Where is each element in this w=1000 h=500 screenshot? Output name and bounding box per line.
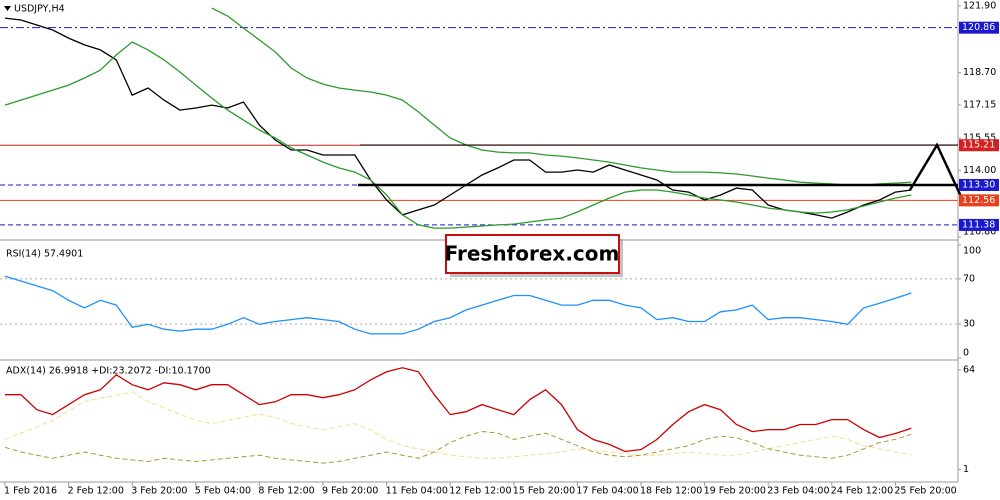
x-tick-label: 8 Feb 12:00 xyxy=(258,486,314,497)
x-tick-label: 3 Feb 20:00 xyxy=(131,486,187,497)
x-tick-label: 18 Feb 12:00 xyxy=(640,486,702,497)
level-label: 111.38 xyxy=(962,219,995,230)
series-line xyxy=(4,275,912,335)
level-label: 120.86 xyxy=(962,22,995,33)
level-label-box xyxy=(959,139,999,152)
watermark-frame xyxy=(445,234,620,274)
series-line xyxy=(5,367,912,453)
series-line xyxy=(4,17,912,219)
x-tick-label: 24 Feb 12:00 xyxy=(831,486,893,497)
pane-title: USDJPY,H4 xyxy=(14,4,65,15)
x-tick-label: 23 Feb 04:00 xyxy=(767,486,829,497)
level-label: 112.56 xyxy=(962,195,995,206)
x-tick-label: 12 Feb 12:00 xyxy=(449,486,511,497)
y-tick-label: 1 xyxy=(963,464,969,475)
y-tick-label: 115.55 xyxy=(963,133,996,144)
pane-title: ADX(14) 26.9918 +DI:23.2072 -DI:10.1700 xyxy=(6,366,211,377)
x-tick-label: 25 Feb 20:00 xyxy=(894,486,956,497)
level-label-box xyxy=(959,194,999,207)
y-tick-label: 121.90 xyxy=(963,1,996,12)
x-tick-label: 2 Feb 12:00 xyxy=(68,486,124,497)
watermark-box: Freshforex.com xyxy=(445,234,623,277)
y-tick-label: 100 xyxy=(963,246,981,257)
pane-title: RSI(14) 57.4901 xyxy=(6,249,83,260)
x-tick-label: 17 Feb 04:00 xyxy=(576,486,638,497)
level-label: 115.21 xyxy=(962,140,995,151)
y-tick-label: 64 xyxy=(963,364,975,375)
x-tick-label: 15 Feb 20:00 xyxy=(513,486,575,497)
y-tick-label: 0 xyxy=(963,348,969,359)
y-tick-label: 117.15 xyxy=(963,99,996,110)
x-tick-label: 19 Feb 20:00 xyxy=(704,486,766,497)
x-tick-label: 9 Feb 20:00 xyxy=(322,486,378,497)
y-tick-label: 70 xyxy=(963,273,975,284)
level-label-box xyxy=(959,218,999,231)
x-tick-label: 1 Feb 2016 xyxy=(4,486,57,497)
series-line xyxy=(4,41,912,229)
series-line xyxy=(4,430,912,464)
watermark: Freshforex.com xyxy=(445,242,620,266)
level-label-box xyxy=(959,178,999,191)
y-tick-label: 110.80 xyxy=(963,227,996,238)
series-line xyxy=(4,391,912,459)
x-tick-label: 5 Feb 04:00 xyxy=(195,486,251,497)
y-tick-label: 118.70 xyxy=(963,67,996,78)
series-line xyxy=(211,7,912,186)
y-tick-label: 30 xyxy=(963,319,975,330)
y-tick-label: 114.00 xyxy=(963,165,996,176)
level-label: 113.30 xyxy=(962,179,995,190)
symbol-menu-icon xyxy=(4,6,11,11)
level-label-box xyxy=(959,21,999,34)
x-tick-label: 11 Feb 04:00 xyxy=(386,486,448,497)
drawn-projection xyxy=(908,142,967,206)
